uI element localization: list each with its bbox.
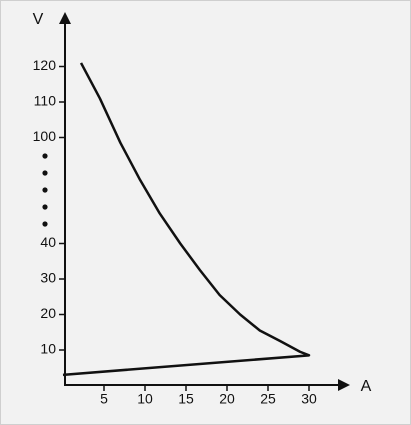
y-tick-label: 20 (40, 305, 56, 321)
break-dot (42, 153, 48, 159)
break-dot (42, 187, 48, 193)
x-tick-label: 25 (260, 391, 276, 407)
x-tick-label: 20 (219, 391, 235, 407)
x-axis-label: A (361, 378, 372, 395)
y-tick-label: 120 (33, 57, 57, 73)
break-dot (42, 170, 48, 176)
y-tick-label: 10 (40, 341, 56, 357)
x-tick-label: 10 (137, 391, 153, 407)
y-tick-label: 30 (40, 270, 56, 286)
y-tick-label: 40 (40, 234, 56, 250)
line (62, 62, 311, 377)
y-tick-label: 100 (33, 128, 57, 144)
y-axis-label: V (33, 11, 44, 28)
x-tick-label: 5 (100, 391, 108, 407)
break-dot (42, 204, 48, 210)
x-tick-label: 30 (301, 391, 317, 407)
x-tick-label: 15 (178, 391, 194, 407)
y-tick-label: 110 (34, 93, 57, 109)
axis-break-dots (42, 153, 48, 227)
x-axis-arrow (338, 379, 350, 391)
y-axis-arrow (59, 12, 71, 24)
break-dot (42, 221, 48, 227)
